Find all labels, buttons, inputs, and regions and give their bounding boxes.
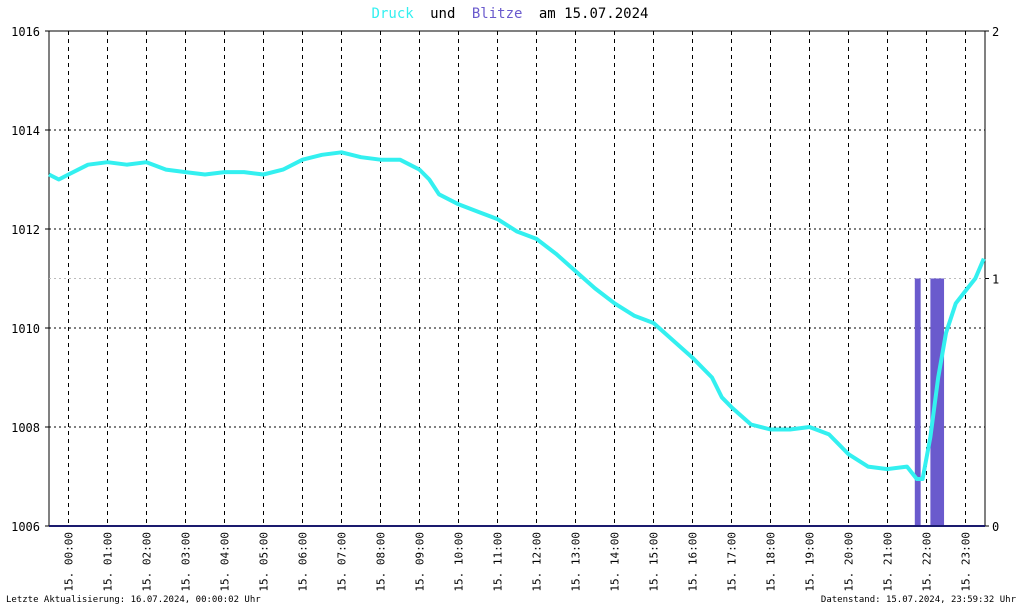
y-left-tick-label: 1012 <box>11 223 40 237</box>
y-left-tick-label: 1016 <box>11 25 40 39</box>
x-tick-label: 15. 22:00 <box>921 532 934 592</box>
x-tick-label: 15. 16:00 <box>687 532 700 592</box>
x-tick-label: 15. 13:00 <box>570 532 583 592</box>
x-tick-label: 15. 07:00 <box>336 532 349 592</box>
x-tick-label: 15. 04:00 <box>219 532 232 592</box>
x-tick-label: 15. 23:00 <box>960 532 973 592</box>
x-tick-label: 15. 15:00 <box>648 532 661 592</box>
x-tick-label: 15. 19:00 <box>804 532 817 592</box>
pressure-line <box>48 150 986 481</box>
x-tick-label: 15. 10:00 <box>453 532 466 592</box>
x-tick-label: 15. 17:00 <box>726 532 739 592</box>
x-tick-label: 15. 12:00 <box>531 532 544 592</box>
x-tick-label: 15. 08:00 <box>375 532 388 592</box>
y-left-tick-label: 1014 <box>11 124 40 138</box>
chart-title: Druck und Blitze am 15.07.2024 <box>372 6 649 22</box>
x-tick-label: 15. 20:00 <box>843 532 856 592</box>
y-right-tick-label: 2 <box>992 25 999 39</box>
footer-last-update: Letzte Aktualisierung: 16.07.2024, 00:00… <box>6 595 261 605</box>
x-tick-label: 15. 18:00 <box>765 532 778 592</box>
y-left-tick-label: 1006 <box>11 520 40 534</box>
y-right-tick-label: 0 <box>992 520 999 534</box>
lightning-bar <box>930 278 945 526</box>
y-right-tick-label: 1 <box>992 273 999 287</box>
x-tick-label: 15. 09:00 <box>414 532 427 592</box>
x-tick-label: 15. 11:00 <box>492 532 505 592</box>
x-tick-label: 15. 06:00 <box>297 532 310 592</box>
x-tick-label: 15. 01:00 <box>102 532 115 592</box>
x-tick-label: 15. 03:00 <box>180 532 193 592</box>
title-word-blitze: Blitze <box>472 6 523 22</box>
title-word-und: und <box>430 6 455 22</box>
x-tick-label: 15. 14:00 <box>609 532 622 592</box>
plot-area: 15. 00:00 15. 01:00 15. 02:00 15. 03:00 15. … <box>11 25 999 592</box>
x-tick-label: 15. 05:00 <box>258 532 271 592</box>
title-word-druck: Druck <box>372 6 415 22</box>
y-left-tick-label: 1010 <box>11 322 40 336</box>
lightning-bar <box>914 278 921 526</box>
x-tick-label: 15. 02:00 <box>141 532 154 592</box>
title-word-date: am 15.07.2024 <box>539 6 649 22</box>
footer-data-status: Datenstand: 15.07.2024, 23:59:32 Uhr <box>821 595 1017 605</box>
x-tick-label: 15. 21:00 <box>882 532 895 592</box>
y-left-tick-label: 1008 <box>11 421 40 435</box>
x-tick-label: 15. 00:00 <box>63 532 76 592</box>
